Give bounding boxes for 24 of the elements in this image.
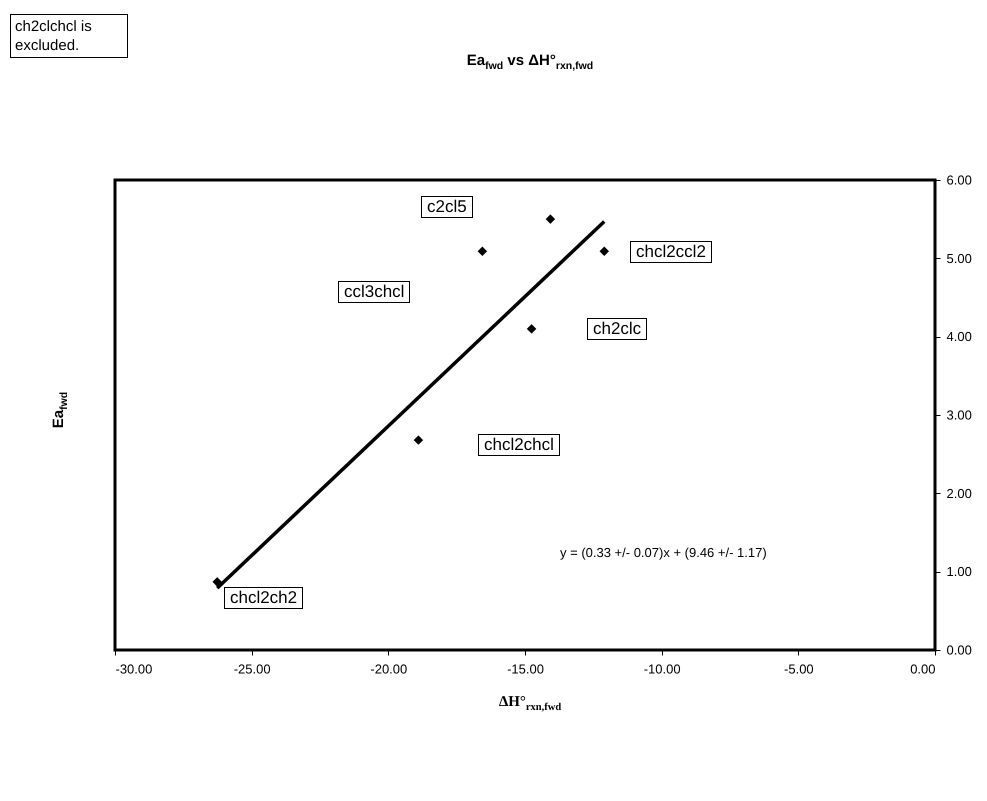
x-axis-title: ΔH°$_{rxn,fwd}$ [498, 694, 562, 713]
chart-title: Ea$_{fwd}$ vs ΔH°$_{rxn,fwd}$ [466, 52, 594, 72]
y-tick-label: 3.00 [946, 408, 972, 422]
annotation: chcl2chcl [478, 434, 560, 456]
annotation: ch2clc [587, 318, 648, 340]
annotation: chcl2ch2 [224, 587, 304, 609]
annotation: ccl3chcl [338, 281, 410, 303]
annotation: chcl2ccl2 [630, 241, 712, 263]
x-tick-label: -15.00 [507, 662, 544, 676]
x-tick-label: -10.00 [644, 662, 681, 676]
y-tick-label: 2.00 [946, 486, 972, 501]
x-tick-label: 0.00 [910, 662, 936, 676]
y-tick-label: 4.00 [946, 329, 972, 344]
x-tick-label: -25.00 [234, 662, 271, 676]
annotation: c2cl5 [421, 196, 473, 218]
y-tick-label: 6.00 [946, 172, 972, 188]
y-tick-label: 1.00 [946, 564, 972, 580]
y-tick-label: 5.00 [946, 250, 972, 266]
text: ch2clchcl is excluded. [10, 14, 128, 58]
annotation: y = (0.33 +/- 0.07)x + (9.46 +/- 1.17) [560, 545, 767, 560]
x-tick-label: -30.00 [116, 662, 152, 676]
x-tick-label: -5.00 [784, 662, 814, 676]
y-tick-label: 0.00 [946, 642, 972, 658]
x-tick-label: -20.00 [370, 662, 408, 676]
